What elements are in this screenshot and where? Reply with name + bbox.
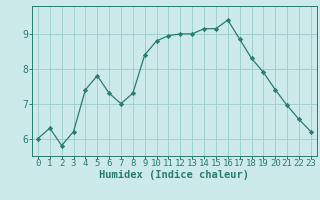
X-axis label: Humidex (Indice chaleur): Humidex (Indice chaleur) [100, 170, 249, 180]
